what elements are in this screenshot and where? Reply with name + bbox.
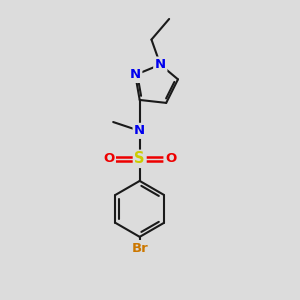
- Text: N: N: [155, 58, 166, 71]
- Text: N: N: [134, 124, 145, 137]
- Text: Br: Br: [131, 242, 148, 254]
- Text: N: N: [130, 68, 141, 81]
- Text: S: S: [134, 151, 145, 166]
- Text: O: O: [103, 152, 114, 165]
- Text: O: O: [165, 152, 176, 165]
